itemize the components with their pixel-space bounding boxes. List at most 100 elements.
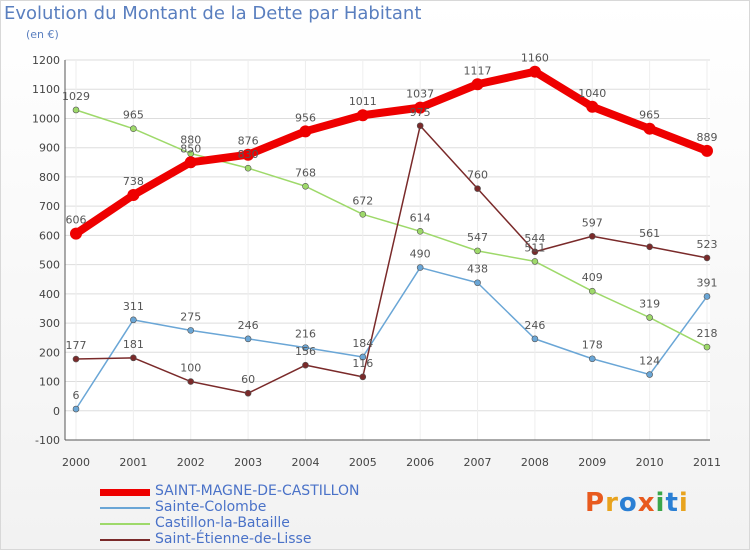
- series-line: [75, 266, 708, 410]
- data-label: 184: [352, 337, 373, 350]
- data-point: [474, 185, 481, 192]
- data-point: [72, 405, 80, 413]
- data-label: 876: [238, 135, 259, 148]
- y-tick-label: 700: [39, 200, 60, 213]
- data-label: 672: [352, 194, 373, 207]
- data-point: [646, 314, 653, 321]
- data-label: 391: [697, 276, 718, 289]
- data-label: 218: [697, 327, 718, 340]
- y-tick-label: 100: [39, 376, 60, 389]
- logo-letter: P: [585, 488, 606, 518]
- data-label: 1011: [349, 95, 377, 108]
- legend-swatch: [100, 507, 150, 509]
- data-point: [130, 354, 137, 362]
- data-label: 177: [66, 339, 87, 352]
- data-label: 1029: [62, 90, 90, 103]
- x-tick-label: 2009: [578, 456, 606, 469]
- data-label: 738: [123, 175, 144, 188]
- data-point: [244, 335, 252, 343]
- data-point: [302, 182, 309, 190]
- data-point: [643, 122, 656, 135]
- data-label: 880: [180, 134, 201, 147]
- data-point: [359, 373, 367, 381]
- y-tick-label: 900: [39, 142, 60, 155]
- data-point: [184, 156, 197, 169]
- legend-swatch: [100, 539, 150, 541]
- y-tick-label: 1000: [32, 112, 60, 125]
- data-point: [356, 109, 369, 122]
- data-label: 1040: [578, 87, 606, 100]
- x-tick-label: 2002: [177, 456, 205, 469]
- data-label: 181: [123, 338, 144, 351]
- data-point: [244, 164, 252, 172]
- data-point: [531, 258, 539, 265]
- data-point: [187, 327, 195, 334]
- data-label: 156: [295, 345, 316, 358]
- logo-letter: o: [618, 488, 638, 518]
- data-point: [130, 316, 137, 324]
- data-label: 116: [352, 357, 373, 370]
- y-tick-label: 400: [39, 288, 60, 301]
- data-label: 1117: [464, 64, 492, 77]
- data-point: [127, 189, 140, 202]
- data-point: [72, 355, 80, 363]
- data-point: [70, 227, 82, 240]
- chart-title: Evolution du Montant de la Dette par Hab…: [4, 3, 422, 24]
- data-label: 614: [410, 211, 431, 224]
- data-point: [130, 125, 137, 132]
- data-label: 409: [582, 271, 603, 284]
- data-label: 319: [639, 298, 660, 311]
- logo-letter: i: [678, 488, 689, 518]
- data-point: [474, 279, 481, 287]
- data-point: [242, 148, 255, 161]
- data-point: [588, 355, 596, 363]
- data-point: [416, 264, 424, 271]
- data-label: 1160: [521, 52, 549, 65]
- x-tick-label: 2007: [464, 456, 492, 469]
- y-tick-label: 0: [53, 405, 60, 418]
- series-line: [73, 67, 709, 237]
- series-line: [75, 109, 708, 348]
- x-tick-label: 2011: [693, 456, 721, 469]
- data-label: 216: [295, 328, 316, 341]
- x-tick-label: 2003: [234, 456, 262, 469]
- data-point: [588, 287, 596, 295]
- data-label: 965: [123, 109, 144, 122]
- data-label: 768: [295, 166, 316, 179]
- y-tick-label: 300: [39, 317, 60, 330]
- data-label: 965: [639, 109, 660, 122]
- data-point: [701, 144, 713, 157]
- data-point: [646, 243, 653, 251]
- plot-area: [65, 60, 710, 440]
- y-tick-label: 600: [39, 229, 60, 242]
- data-label: 60: [241, 373, 255, 386]
- data-label: 1037: [406, 88, 434, 101]
- data-point: [302, 344, 309, 351]
- y-tick-label: 1200: [32, 54, 60, 67]
- legend-swatch: [100, 523, 150, 525]
- data-point: [187, 378, 195, 385]
- data-label: 547: [467, 231, 488, 244]
- data-label: 561: [639, 227, 660, 240]
- legend-label: Castillon-la-Bataille: [155, 515, 290, 531]
- data-point: [703, 343, 711, 351]
- data-label: 830: [238, 148, 259, 161]
- legend-swatch: [100, 489, 150, 496]
- data-label: 597: [582, 216, 603, 229]
- data-point: [586, 100, 599, 113]
- data-label: 438: [467, 263, 488, 276]
- data-label: 124: [639, 355, 660, 368]
- data-point: [302, 361, 309, 369]
- data-label: 6: [73, 389, 80, 402]
- logo-letter: i: [655, 488, 666, 518]
- y-tick-label: 200: [39, 346, 60, 359]
- x-tick-label: 2000: [62, 456, 90, 469]
- data-label: 490: [410, 248, 431, 261]
- data-label: 511: [524, 241, 545, 254]
- data-point: [528, 65, 541, 78]
- data-point: [703, 254, 711, 262]
- data-label: 246: [524, 319, 545, 332]
- data-label: 246: [238, 319, 259, 332]
- data-label: 956: [295, 111, 316, 124]
- y-tick-label: 500: [39, 259, 60, 272]
